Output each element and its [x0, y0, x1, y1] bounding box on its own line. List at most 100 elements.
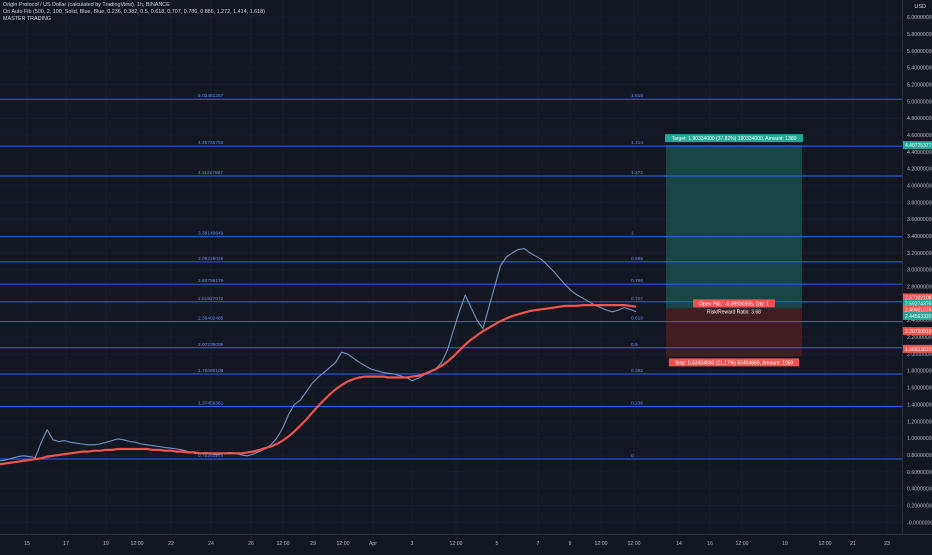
x-tick-label: 9 [569, 541, 572, 547]
y-tick-label: 5.00000000 [907, 99, 932, 105]
price-tag-label: 4.48725377 [905, 143, 932, 149]
x-tick-label: 12:00 [736, 541, 749, 547]
fib-price-label: 2.82798176 [198, 278, 224, 284]
fib-price-label: 2.38402485 [198, 316, 224, 322]
fib-ratio-label: 0.886 [631, 256, 643, 262]
fib-price-label: 4.11227887 [198, 170, 223, 176]
fib-ratio-label: 1.272 [631, 170, 643, 176]
y-axis: 6.00000000 5.80000000 5.60000000 5.40000000… [907, 15, 932, 526]
price-tag-label: 2.49401076 [905, 307, 932, 313]
price-tag-label: 2.59274376 [905, 301, 932, 307]
x-tick-label: 29 [310, 541, 316, 547]
y-tick-label: 1.20000000 [907, 419, 932, 425]
fib-ratio-label: 0.707 [631, 296, 643, 302]
x-tick-label: Apr [369, 541, 377, 547]
fib-price-label: 2.61927072 [198, 296, 224, 302]
y-tick-label: 0.20000000 [907, 503, 932, 509]
fib-price-label: 4.46725753 [198, 140, 224, 146]
indicator-legend-2[interactable]: MASTER TRADING [3, 16, 52, 22]
y-tick-label: 3.60000000 [907, 217, 932, 223]
series-line-1 [0, 304, 637, 466]
price-tag-bg [903, 312, 932, 321]
fib-price-label: 1.76080108 [198, 368, 224, 374]
price-tag-bg [903, 305, 932, 314]
x-tick-label: 21 [850, 541, 856, 547]
target-label-bg [664, 134, 804, 143]
x-tick-label: 12:00 [277, 541, 290, 547]
x-tick-label: 12:00 [595, 541, 608, 547]
y-tick-label: 0.40000000 [907, 487, 932, 493]
y-tick-label: 4.60000000 [907, 133, 932, 139]
y-tick-label: 4.20000000 [907, 167, 932, 173]
y-tick-label: 1.00000000 [907, 436, 932, 442]
price-tag-bg [903, 299, 932, 308]
y-tick-label: -0.00000000 [907, 520, 932, 526]
y-tick-label: 4.00000000 [907, 184, 932, 190]
x-tick-label: 3 [411, 541, 414, 547]
indicator-legend[interactable]: Ori Auto Fib (500, 2, 100, Solid, Blue, … [3, 9, 265, 15]
y-tick-label: 4.80000000 [907, 116, 932, 122]
x-tick-label: 12:00 [450, 541, 463, 547]
y-tick-label: 2.00000000 [907, 352, 932, 358]
price-tag-label: 1.96823810 [905, 347, 932, 353]
x-tick-label: 5 [496, 541, 499, 547]
y-tick-label: 5.20000000 [907, 82, 932, 88]
target-zone [666, 145, 802, 309]
x-tick-label: 23 [884, 541, 890, 547]
open-pnl-label: Open P&L: -0.09930355, Qty: 1 [699, 301, 769, 307]
x-tick-label: 22 [168, 541, 174, 547]
price-tag-label: 2.67102108 [905, 295, 932, 301]
fib-price-label: 0.75251274 [198, 453, 224, 459]
x-tick-label: 12:00 [131, 541, 144, 547]
x-tick-label: 12:00 [628, 541, 641, 547]
stop-zone [666, 308, 802, 357]
y-tick-label: 6.00000000 [907, 15, 932, 21]
price-tag-bg [903, 293, 932, 302]
fib-price-label: 1.37456361 [198, 401, 224, 407]
time-axis-separator [0, 534, 932, 535]
position-zones [666, 145, 802, 357]
x-tick-label: 14 [676, 541, 682, 547]
y-tick-label: 3.20000000 [907, 251, 932, 257]
fib-price-label: 2.07235099 [198, 342, 224, 348]
fib-ratio-label: 0 [631, 453, 634, 459]
fib-ratio-label: 0.236 [631, 401, 643, 407]
y-tick-label: 1.60000000 [907, 386, 932, 392]
series-lines [0, 248, 637, 466]
x-tick-label: 12:00 [819, 541, 832, 547]
fib-levels: 5.02461257 1.618 4.46725753 1.414 4.11227887… [0, 93, 902, 460]
price-tags: 4.48725377 2.671021082.592743762.49401076… [903, 141, 932, 353]
x-tick-label: 7 [537, 541, 540, 547]
price-tag-bg [903, 141, 932, 150]
y-tick-label: 5.60000000 [907, 49, 932, 55]
position-labels: Target: 1.90334000 (37.82%) 190334000, A… [664, 134, 804, 367]
x-tick-label: 24 [208, 541, 214, 547]
price-tag-label: 2.20720619 [905, 329, 932, 335]
y-tick-label: 2.80000000 [907, 285, 932, 291]
y-tick-label: 5.80000000 [907, 32, 932, 38]
y-tick-label: 0.60000000 [907, 470, 932, 476]
y-tick-label: 3.40000000 [907, 234, 932, 240]
fib-ratio-label: 0.5 [631, 342, 638, 348]
y-tick-label: 5.40000000 [907, 66, 932, 72]
y-tick-label: 4.40000000 [907, 150, 932, 156]
fib-ratio-label: 1.414 [631, 140, 643, 146]
stop-label: Stop: 0.53404660 (21.17%) 53404660, Amou… [675, 360, 794, 366]
fib-ratio-label: 0.786 [631, 278, 643, 284]
y-tick-label: 1.80000000 [907, 369, 932, 375]
series-line-0 [0, 248, 637, 462]
risk-reward-label: Risk/Reward Ratio: 3.68 [707, 309, 761, 315]
y-tick-label: 1.40000000 [907, 402, 932, 408]
chart-title: Origin Protocol / US Dollar (calculated … [3, 2, 170, 8]
x-tick-label: 17 [63, 541, 69, 547]
fib-ratio-label: 1 [631, 231, 634, 237]
y-tick-label: 2.20000000 [907, 335, 932, 341]
fib-ratio-label: 0.382 [631, 368, 643, 374]
target-label: Target: 1.90334000 (37.82%) 190334000, A… [672, 136, 797, 142]
x-tick-label: 26 [248, 541, 254, 547]
x-tick-label: 15 [24, 541, 30, 547]
x-tick-label: 16 [707, 541, 713, 547]
y-tick-label: 3.00000000 [907, 268, 932, 274]
